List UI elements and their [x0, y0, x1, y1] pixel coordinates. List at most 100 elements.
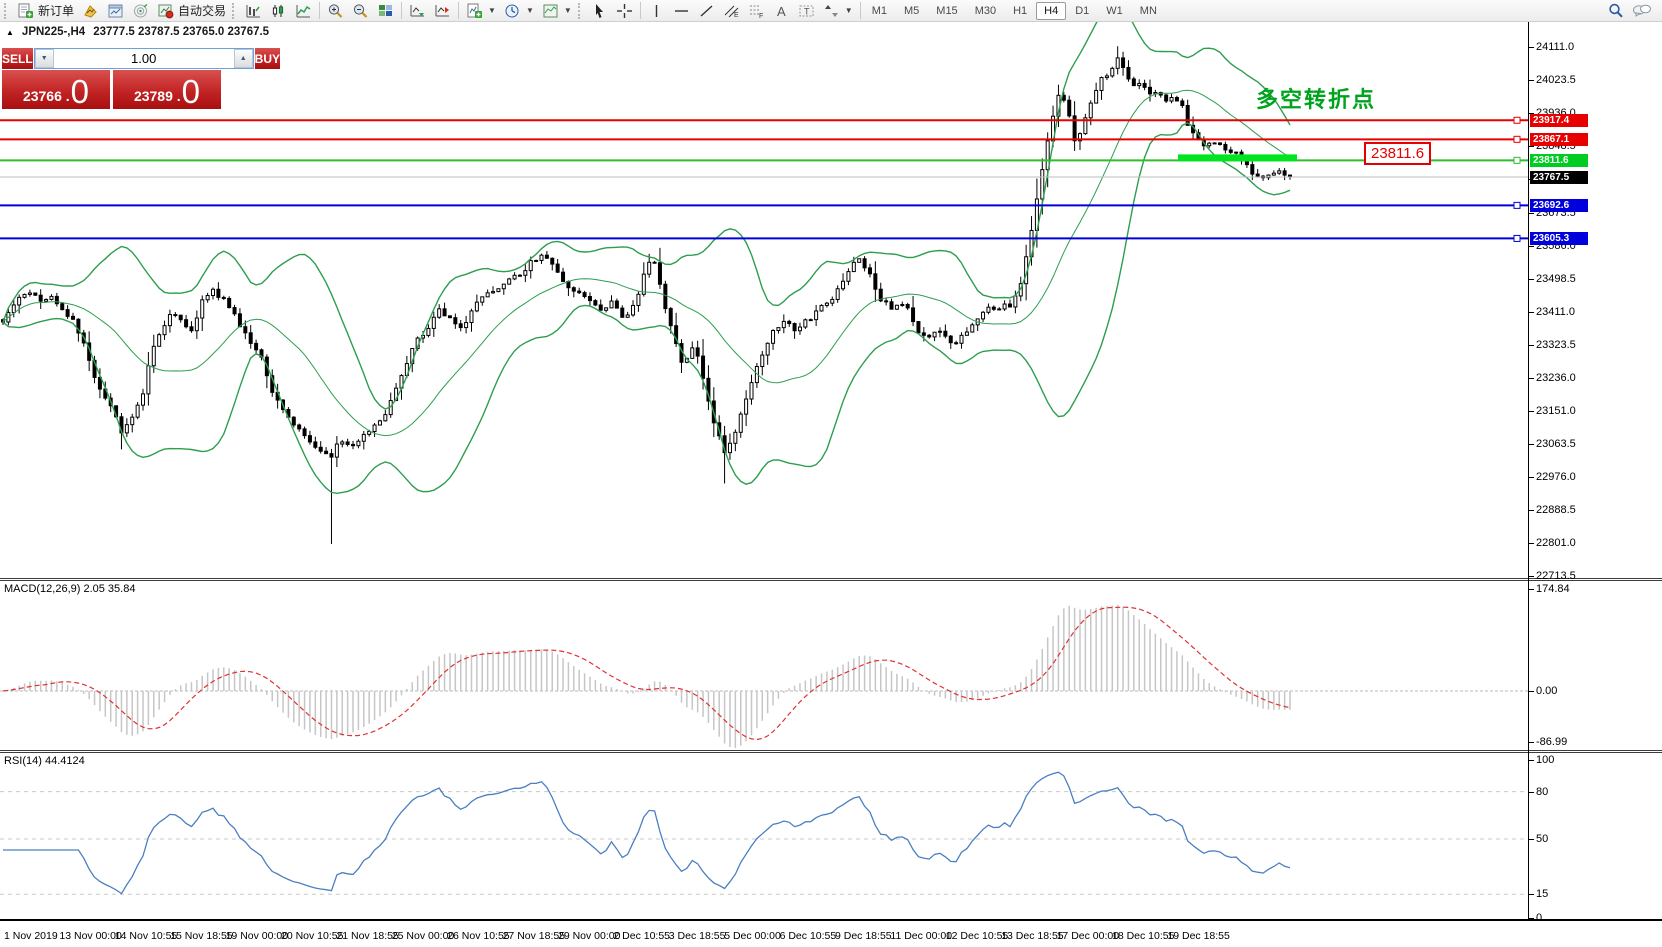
market-watch-button[interactable] — [78, 1, 103, 21]
x-tick-label: 27 Nov 18:55 — [502, 930, 566, 942]
vertical-line-tool[interactable] — [644, 1, 669, 21]
arrows-tool[interactable]: ▼ — [819, 1, 857, 21]
candle-body — [167, 314, 172, 327]
candle-body — [894, 304, 899, 310]
candlestick-button[interactable] — [266, 1, 291, 21]
volume-increase-button[interactable]: ▲ — [233, 49, 253, 68]
search-icon[interactable] — [1608, 3, 1624, 19]
main-chart-pane[interactable] — [0, 22, 1528, 578]
timeframe-button-M1[interactable]: M1 — [871, 4, 887, 17]
candle-body — [237, 313, 242, 328]
rsi-tick-label: 100 — [1536, 753, 1555, 766]
cursor-tool-button[interactable] — [587, 1, 612, 21]
candle-body — [501, 283, 506, 290]
candle-body — [674, 325, 679, 345]
toolbar-grip[interactable] — [232, 2, 239, 19]
x-tick-label: 13 Dec 18:55 — [1001, 930, 1064, 942]
price-flag-annotation[interactable]: 23811.6 — [1364, 142, 1432, 165]
candle-body — [970, 324, 975, 333]
sell-price: 23766 . — [22, 88, 70, 104]
crosshair-tool-button[interactable] — [612, 1, 637, 21]
candle-body — [141, 393, 146, 406]
data-window-button[interactable] — [103, 1, 128, 21]
price-axis[interactable]: 24111.024023.523936.023848.523761.023673… — [1528, 22, 1662, 924]
sell-button[interactable]: SELL — [2, 48, 33, 69]
autotrading-button[interactable]: 自动交易 — [153, 1, 230, 21]
candle-body — [523, 270, 528, 276]
candle-body — [437, 308, 442, 318]
candle-body — [124, 424, 129, 434]
zoom-out-button[interactable] — [348, 1, 373, 21]
x-tick-label: 15 Nov 18:55 — [170, 930, 233, 942]
macd-pane[interactable] — [0, 581, 1528, 750]
timeframe-menu-button[interactable]: ▼ — [500, 1, 538, 21]
timeframe-button-H4[interactable]: H4 — [1036, 1, 1067, 20]
volume-input[interactable] — [53, 49, 234, 68]
line-chart-button[interactable] — [291, 1, 316, 21]
vertical-line-icon — [655, 4, 657, 17]
timeframe-button-M30[interactable]: M30 — [974, 4, 997, 17]
candle-body — [803, 319, 808, 328]
time-axis[interactable]: 1 Nov 2019 13 Nov 00:00 14 Nov 10:55 15 Nov… — [0, 919, 1662, 947]
timeframe-button-MN[interactable]: MN — [1139, 4, 1157, 17]
bar-chart-button[interactable] — [241, 1, 266, 21]
new-order-button[interactable]: 新订单 — [13, 1, 78, 21]
candle-body — [130, 416, 135, 426]
pane-separator[interactable] — [0, 750, 1662, 753]
candle-body — [1282, 170, 1287, 176]
rsi-chart[interactable] — [0, 753, 1528, 919]
candlestick-chart[interactable] — [0, 22, 1528, 578]
indicators-menu-button[interactable]: ▼ — [462, 1, 500, 21]
equidistant-channel-tool[interactable]: E — [719, 1, 744, 21]
buy-button[interactable]: BUY — [254, 48, 281, 69]
candle-body — [695, 347, 700, 357]
template-menu-button[interactable]: ▼ — [538, 1, 576, 21]
candle-body — [221, 296, 226, 299]
timeframe-button-W1[interactable]: W1 — [1106, 4, 1123, 17]
candle-body — [65, 309, 70, 317]
timeframe-button-D1[interactable]: D1 — [1075, 4, 1090, 17]
candle-body — [733, 431, 738, 444]
candle-body — [851, 261, 856, 273]
fibonacci-tool[interactable]: F — [744, 1, 769, 21]
text-tool[interactable]: A — [769, 1, 794, 21]
zoom-in-button[interactable] — [323, 1, 348, 21]
candle-body — [1099, 77, 1104, 91]
sell-price-panel[interactable]: 23766 .0 — [2, 70, 110, 109]
volume-decrease-button[interactable]: ▼ — [34, 49, 54, 68]
candle-body — [22, 293, 27, 298]
x-tick-label: 18 Dec 10:55 — [1112, 930, 1175, 942]
pane-separator[interactable] — [0, 578, 1662, 581]
candle-body — [372, 424, 377, 432]
candle-body — [1013, 295, 1018, 308]
candle-body — [614, 300, 619, 309]
svg-text:F: F — [759, 13, 763, 19]
candle-body — [1169, 97, 1174, 102]
timeframe-button-M15[interactable]: M15 — [936, 4, 958, 17]
toolbar-grip[interactable] — [4, 2, 11, 19]
y-tick-mark — [1529, 542, 1534, 544]
toolbar-grip[interactable] — [577, 2, 585, 19]
candle-body — [297, 424, 302, 430]
chart-shift-button[interactable] — [430, 1, 455, 21]
y-tick-mark — [1529, 212, 1534, 214]
x-tick-label: 12 Dec 10:55 — [945, 930, 1009, 942]
timeframe-button-H1[interactable]: H1 — [1013, 4, 1028, 17]
pivot-annotation[interactable]: 多空转折点 — [1256, 87, 1377, 112]
navigator-button[interactable] — [128, 1, 153, 21]
macd-chart[interactable] — [0, 581, 1528, 750]
candle-body — [760, 354, 765, 368]
candle-body — [534, 259, 539, 262]
horizontal-line-tool[interactable] — [669, 1, 694, 21]
community-chat-icon[interactable] — [1632, 3, 1652, 19]
data-window-icon — [108, 4, 123, 17]
text-label-tool[interactable]: T — [794, 1, 819, 21]
tile-windows-button[interactable] — [373, 1, 398, 21]
buy-price-panel[interactable]: 23789 .0 — [113, 70, 221, 109]
candle-body — [765, 342, 770, 356]
auto-scroll-button[interactable] — [405, 1, 430, 21]
timeframe-button-M5[interactable]: M5 — [904, 4, 920, 17]
rsi-pane[interactable] — [0, 753, 1528, 919]
candle-body — [808, 319, 813, 322]
trendline-tool[interactable] — [694, 1, 719, 21]
